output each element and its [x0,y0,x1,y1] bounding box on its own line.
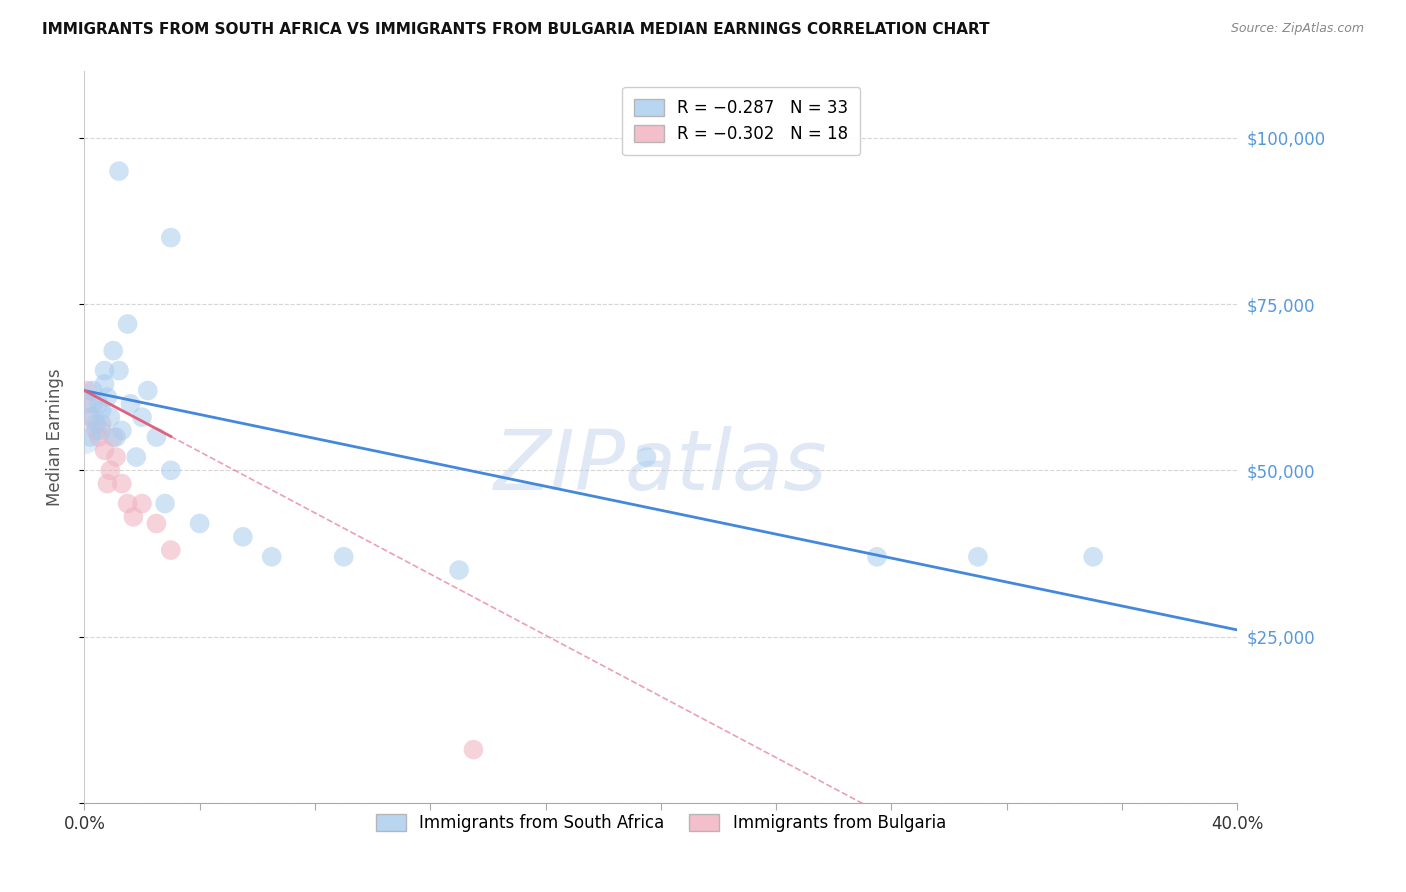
Point [111,424,134,438]
Point [108,164,131,178]
Point [117,317,139,331]
Point [90,424,112,438]
Point [87,397,110,411]
Point [82,397,104,411]
Point [105,430,128,444]
Point [131,410,153,425]
Point [131,497,153,511]
Point [84,424,107,438]
Point [73,430,96,444]
Point [87,430,110,444]
Point [153,497,176,511]
Point [90,417,112,431]
Point [103,343,124,358]
Point [98,463,121,477]
Point [866,549,889,564]
Point [79,430,101,444]
Point [1083,549,1105,564]
Point [463,742,485,756]
Point [108,363,131,377]
Point [449,563,471,577]
Point [93,376,115,391]
Point [103,430,124,444]
Y-axis label: Median Earnings: Median Earnings [45,368,63,506]
Point [105,450,128,464]
Text: IMMIGRANTS FROM SOUTH AFRICA VS IMMIGRANTS FROM BULGARIA MEDIAN EARNINGS CORRELA: IMMIGRANTS FROM SOUTH AFRICA VS IMMIGRAN… [42,22,990,37]
Point [117,497,139,511]
Point [93,443,115,458]
Point [333,549,356,564]
Point [98,410,121,425]
Point [260,549,283,564]
Point [111,476,134,491]
Point [232,530,254,544]
Point [160,463,183,477]
Point [122,509,145,524]
Point [160,230,183,244]
Point [96,390,118,404]
Point [188,516,211,531]
Legend: Immigrants from South Africa, Immigrants from Bulgaria: Immigrants from South Africa, Immigrants… [368,807,953,838]
Point [967,549,990,564]
Point [82,410,104,425]
Point [125,450,148,464]
Point [636,450,658,464]
Point [76,397,98,411]
Point [145,516,167,531]
Text: Source: ZipAtlas.com: Source: ZipAtlas.com [1230,22,1364,36]
Point [90,403,112,417]
Point [82,384,104,398]
Point [145,430,167,444]
Point [160,543,183,558]
Point [93,363,115,377]
Point [136,384,159,398]
Point [76,384,98,398]
Point [96,476,118,491]
Text: ZIPatlas: ZIPatlas [494,425,828,507]
Point [79,410,101,425]
Point [120,397,142,411]
Point [84,417,107,431]
